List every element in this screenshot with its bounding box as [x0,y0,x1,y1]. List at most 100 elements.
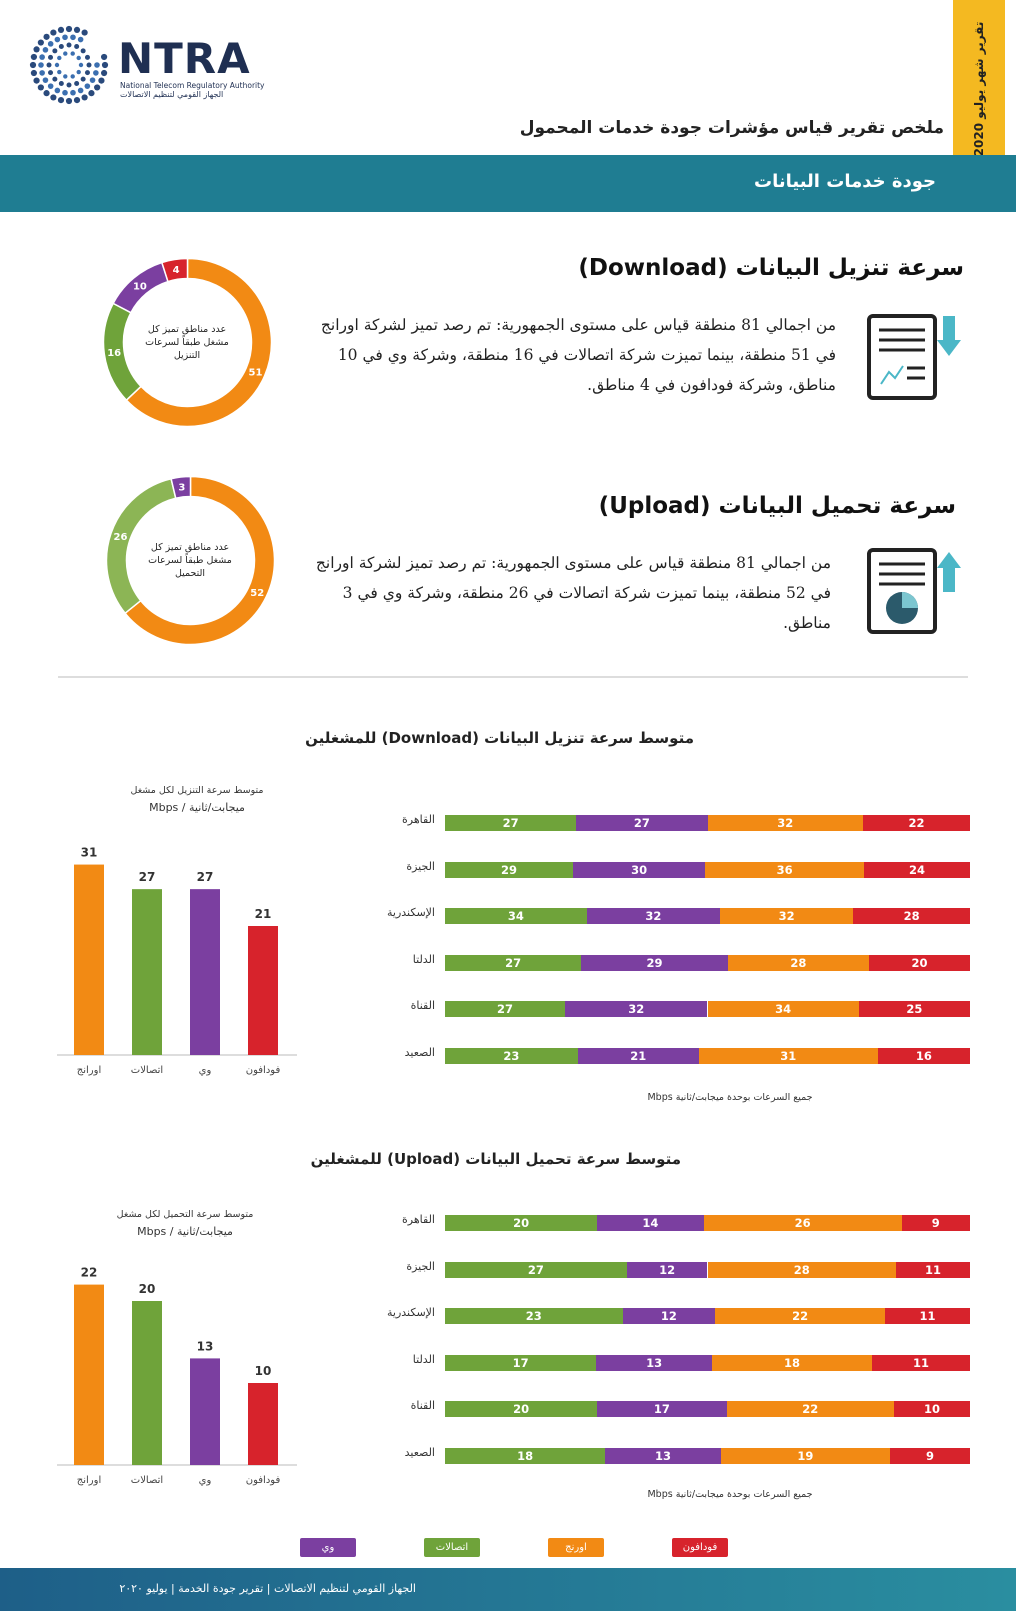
download-bar-caption: متوسط سرعة التنزيل لكل مشغل [112,785,282,796]
logo-arabic-name: الجهاز القومي لتنظيم الاتصالات [120,90,223,99]
bar-category-label: اورانج [77,1475,101,1486]
logo-dot [62,34,68,40]
logo-dot [81,77,86,82]
upload-bar-unit: ميجابت/ثانية / Mbps [100,1225,270,1238]
logo-dot [101,54,107,60]
logo-dot [74,81,79,86]
logo-dot [31,54,37,60]
region-label: الصعيد [375,1046,435,1059]
logo-dot [57,70,61,74]
logo-dot [94,62,100,68]
logo-english-name: National Telecom Regulatory Authority [120,81,265,90]
bar-category-label: فودافون [246,1475,281,1486]
segment-اورنج: 22 [715,1308,885,1324]
logo-dot [78,37,84,43]
logo-dot [30,62,36,68]
region-bar-row: 34 32 32 28 [445,908,970,924]
bar-فودافون [248,1383,278,1465]
logo-dot [43,47,49,53]
segment-اتصالات: 23 [445,1048,578,1064]
region-bar-row: 29 30 36 24 [445,862,970,878]
upload-donut-label: عدد مناطق تميز كل مشغل طبقاً لسرعات التح… [145,541,235,580]
logo-dot [88,90,94,96]
bar-value-label: 31 [81,846,98,860]
region-label: الإسكندرية [375,1306,435,1319]
upload-bar-caption: متوسط سرعة التحميل لكل مشغل [100,1209,270,1220]
segment-اتصالات: 18 [445,1448,605,1464]
segment-وي: 17 [597,1401,726,1417]
segment-فودافون: 11 [896,1262,970,1278]
logo-dot [39,70,45,76]
segment-فودافون: 28 [853,908,970,924]
segment-وي: 12 [627,1262,708,1278]
logo-dot [74,97,80,103]
logo-dot [50,94,56,100]
logo-dot [85,83,91,89]
segment-اتصالات: 27 [445,815,576,831]
donut-value-label: 26 [114,532,128,543]
report-title: ملخص تقرير قياس مؤشرات جودة خدمات المحمو… [520,118,944,138]
logo-dot [87,63,92,68]
legend-item-we: وي [300,1538,356,1557]
segment-اتصالات: 29 [445,862,573,878]
logo-dot [55,88,61,94]
logo-dot [70,90,76,96]
logo-dot [71,51,75,55]
logo-dot [102,62,108,68]
region-bar-row: 27 27 32 22 [445,815,970,831]
segment-اورنج: 18 [712,1355,872,1371]
download-average-bar-chart: 31اورانج27اتصالات27وي21فودافون [52,820,302,1095]
segment-فودافون: 24 [864,862,970,878]
region-label: الجيزة [375,1260,435,1273]
segment-اتصالات: 20 [445,1215,597,1231]
upload-chart-title: متوسط سرعة تحميل البيانات (Upload) للمشغ… [311,1150,681,1168]
logo-dot [33,46,39,52]
segment-اورنج: 32 [708,815,864,831]
logo-dot [67,83,72,88]
bar-وي [190,1358,220,1465]
logo-dot [77,70,81,74]
logo-dot [77,56,81,60]
segment-فودافون: 9 [890,1448,970,1464]
ntra-logo-icon [28,24,110,106]
bar-category-label: فودافون [246,1065,281,1076]
logo-dot [85,70,90,75]
bar-value-label: 10 [255,1364,272,1378]
logo-dot [66,98,72,104]
region-label: الإسكندرية [375,906,435,919]
region-bar-row: 20 14 26 9 [445,1215,970,1231]
segment-اورنج: 22 [727,1401,894,1417]
logo-dot [48,70,53,75]
region-bar-row: 23 12 22 11 [445,1308,970,1324]
logo-dot [98,78,104,84]
bar-category-label: وي [199,1475,212,1486]
bar-value-label: 27 [197,870,214,884]
download-bar-unit: ميجابت/ثانية / Mbps [112,801,282,814]
bar-value-label: 22 [81,1266,98,1280]
month-tag: تقرير شهر يوليو 2020 [953,0,1005,178]
logo-dot [66,26,72,32]
donut-value-label: 16 [107,348,121,359]
logo-dot [59,81,64,86]
download-donut-label: عدد مناطق تميز كل مشغل طبقاً لسرعات التن… [142,323,232,362]
segment-فودافون: 10 [894,1401,970,1417]
segment-وي: 30 [573,862,705,878]
region-bar-row: 17 13 18 11 [445,1355,970,1371]
segment-اتصالات: 17 [445,1355,596,1371]
legend-item-vodafone: فودافون [672,1538,728,1557]
region-label: الصعيد [375,1446,435,1459]
logo-dot [38,84,44,90]
segment-اتصالات: 27 [445,1262,627,1278]
donut-value-label: 4 [173,265,180,276]
logo-dot [94,84,100,90]
section-band-title: جودة خدمات البيانات [754,171,936,192]
segment-وي: 13 [605,1448,721,1464]
logo-text: NTRA [118,34,251,83]
logo-dot [33,78,39,84]
segment-وي: 32 [565,1001,707,1017]
logo-dot [58,97,64,103]
logo-dot [43,77,49,83]
region-label: القناة [375,999,435,1012]
region-bar-row: 27 12 28 11 [445,1262,970,1278]
region-bar-row: 20 17 22 10 [445,1401,970,1417]
